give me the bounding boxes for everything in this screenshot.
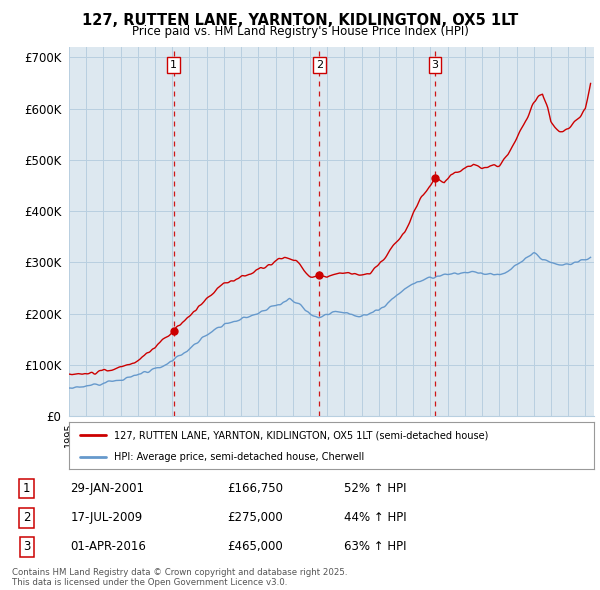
Text: 3: 3: [431, 60, 438, 70]
Text: 17-JUL-2009: 17-JUL-2009: [70, 511, 142, 525]
Text: 44% ↑ HPI: 44% ↑ HPI: [344, 511, 406, 525]
Text: 01-APR-2016: 01-APR-2016: [70, 540, 146, 553]
Text: 29-JAN-2001: 29-JAN-2001: [70, 482, 144, 495]
Text: 2: 2: [23, 511, 30, 525]
Text: 1: 1: [170, 60, 177, 70]
Text: £465,000: £465,000: [227, 540, 283, 553]
Text: 63% ↑ HPI: 63% ↑ HPI: [344, 540, 406, 553]
Text: 2: 2: [316, 60, 323, 70]
Text: 1: 1: [23, 482, 30, 495]
Text: 127, RUTTEN LANE, YARNTON, KIDLINGTON, OX5 1LT: 127, RUTTEN LANE, YARNTON, KIDLINGTON, O…: [82, 13, 518, 28]
Text: £275,000: £275,000: [227, 511, 283, 525]
Text: 52% ↑ HPI: 52% ↑ HPI: [344, 482, 406, 495]
Text: Price paid vs. HM Land Registry's House Price Index (HPI): Price paid vs. HM Land Registry's House …: [131, 25, 469, 38]
Text: Contains HM Land Registry data © Crown copyright and database right 2025.
This d: Contains HM Land Registry data © Crown c…: [12, 568, 347, 587]
Text: £166,750: £166,750: [227, 482, 283, 495]
Text: HPI: Average price, semi-detached house, Cherwell: HPI: Average price, semi-detached house,…: [113, 453, 364, 462]
Text: 127, RUTTEN LANE, YARNTON, KIDLINGTON, OX5 1LT (semi-detached house): 127, RUTTEN LANE, YARNTON, KIDLINGTON, O…: [113, 430, 488, 440]
Text: 3: 3: [23, 540, 30, 553]
